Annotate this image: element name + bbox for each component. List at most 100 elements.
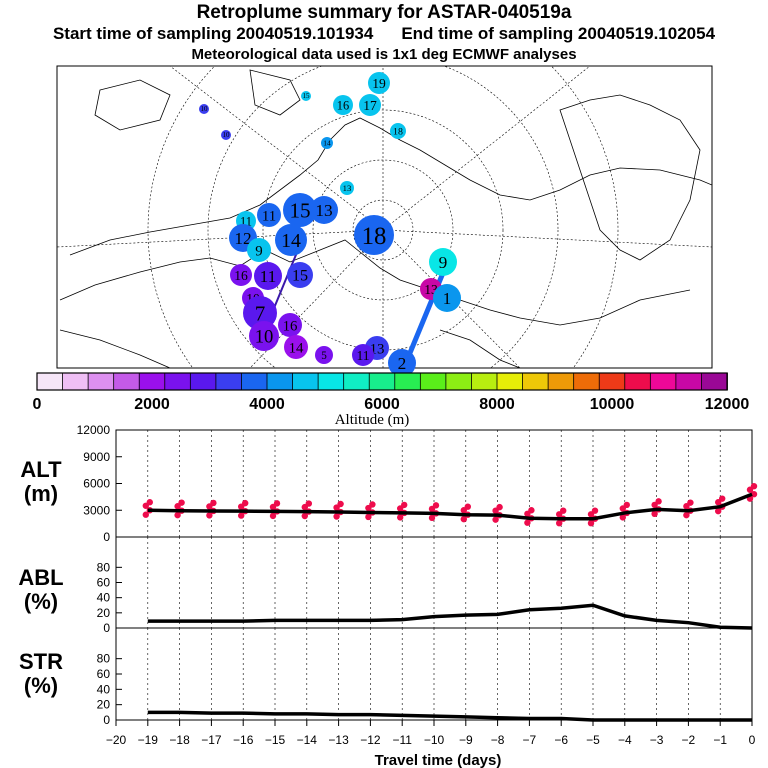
- x-tick-label: −11: [392, 733, 412, 747]
- x-tick-label: −13: [328, 733, 349, 747]
- colorbar-swatch: [675, 372, 703, 391]
- plume-label: 15: [289, 198, 310, 222]
- series-line: [147, 710, 752, 722]
- colorbar-title: Altitude (m): [335, 412, 410, 428]
- x-tick-label: −6: [554, 733, 568, 747]
- map-frame: [56, 65, 713, 369]
- y-tick-label: 40: [97, 591, 111, 605]
- colorbar-swatch: [547, 372, 575, 391]
- start-time-label: Start time of sampling 20040519.101934: [52, 24, 374, 43]
- sampling-times: Start time of sampling 20040519.101934 En…: [0, 24, 768, 44]
- y-tick-label: 60: [97, 667, 111, 681]
- colorbar-swatch: [649, 372, 677, 391]
- y-tick-label: 0: [103, 713, 110, 727]
- plume-label: 11: [240, 214, 252, 228]
- plume-label: 11: [356, 348, 369, 363]
- coastlines: [59, 69, 712, 368]
- plume-marker: [230, 264, 252, 286]
- colorbar-swatch: [87, 372, 115, 391]
- altitude-colorbar: 0 2000 4000 6000 8000 10000 12000 Altitude (m): [33, 372, 750, 428]
- y-tick-label: 40: [97, 682, 111, 696]
- plume-marker: [354, 215, 394, 255]
- met-data-label: Meteorological data used is 1x1 deg ECMW…: [191, 46, 577, 63]
- plume-marker: [315, 346, 333, 364]
- plume-label: 5: [321, 350, 327, 362]
- colorbar-tick-label: 12000: [705, 396, 750, 413]
- colorbar-swatch: [266, 372, 294, 391]
- colorbar-swatch: [138, 372, 166, 391]
- alt-scatter-point: [428, 514, 436, 522]
- plume-marker: [352, 344, 374, 366]
- colorbar-swatch: [496, 372, 524, 391]
- str-label-line1: STR: [19, 649, 63, 674]
- x-tick-label: −15: [265, 733, 286, 747]
- alt-scatter-point: [464, 503, 471, 510]
- x-tick-label: −9: [459, 733, 473, 747]
- alt-scatter-point: [750, 482, 758, 490]
- x-axis-label: Travel time (days): [375, 752, 502, 768]
- plume-marker: [310, 196, 338, 224]
- alt-scatter-point: [305, 500, 312, 507]
- alt-scatter-point: [591, 507, 599, 514]
- alt-scatter-point: [719, 495, 726, 502]
- colorbar-tick-label: 6000: [364, 396, 400, 413]
- alt-scatter-point: [269, 512, 277, 520]
- plume-marker: [257, 203, 281, 227]
- x-tick-label: −7: [523, 733, 537, 747]
- colorbar-swatch: [624, 372, 652, 391]
- plume-label: 9: [255, 243, 262, 259]
- x-tick-label: −14: [297, 733, 318, 747]
- alt-scatter-point: [432, 502, 440, 509]
- plume-marker: [254, 262, 282, 290]
- alt-scatter-point: [238, 512, 245, 519]
- colorbar-swatch: [36, 372, 64, 391]
- plume-marker: [287, 262, 313, 288]
- y-tick-label: 6000: [83, 477, 110, 491]
- colorbar-swatch: [701, 372, 728, 391]
- panel-0: 0 3000 6000 9000 12000: [77, 423, 758, 544]
- alt-label-line1: ALT: [20, 457, 62, 482]
- plume-label: 18: [393, 127, 403, 138]
- alt-scatter-point: [146, 499, 153, 506]
- colorbar-swatch: [292, 372, 320, 391]
- plume-marker: [199, 104, 209, 114]
- colorbar-swatch: [445, 372, 473, 391]
- alt-scatter-point: [365, 513, 372, 521]
- plume-marker: [333, 95, 353, 115]
- alt-scatter-point: [492, 516, 499, 523]
- alt-scatter-point: [683, 511, 690, 519]
- colorbar-tick-label: 10000: [590, 396, 635, 413]
- abl-label-line2: (%): [23, 589, 59, 614]
- colorbar-swatch: [317, 372, 345, 391]
- plume-label: 7: [255, 301, 266, 325]
- alt-scatter-point: [460, 515, 467, 523]
- alt-scatter-point: [174, 511, 181, 519]
- colorbar-swatch: [189, 372, 217, 391]
- colorbar-tick-label: 0: [33, 396, 42, 413]
- plume-marker: [247, 238, 271, 262]
- alt-scatter-point: [715, 507, 722, 515]
- plume-label: 11: [262, 208, 276, 224]
- x-tick-label: 0: [749, 733, 756, 747]
- x-tick-label: −16: [233, 733, 254, 747]
- plume-label: 17: [363, 98, 377, 113]
- colorbar-swatch: [343, 372, 371, 391]
- plume-marker: [283, 193, 317, 227]
- x-tick-label: −1: [713, 733, 727, 747]
- plume-marker: [433, 284, 461, 312]
- plume-label: 10: [201, 105, 209, 113]
- colorbar-swatch: [471, 372, 498, 391]
- y-tick-label: 3000: [83, 503, 110, 517]
- y-tick-label: 12000: [77, 423, 111, 437]
- colorbar-frame: [36, 372, 728, 391]
- x-tick-label: −12: [360, 733, 381, 747]
- x-tick-label: −17: [201, 733, 222, 747]
- alt-scatter-point: [337, 500, 344, 508]
- plume-label: 14: [323, 139, 331, 148]
- plume-label: 18: [362, 223, 387, 250]
- plume-label: 11: [260, 267, 277, 286]
- plume-label: 12: [234, 229, 251, 248]
